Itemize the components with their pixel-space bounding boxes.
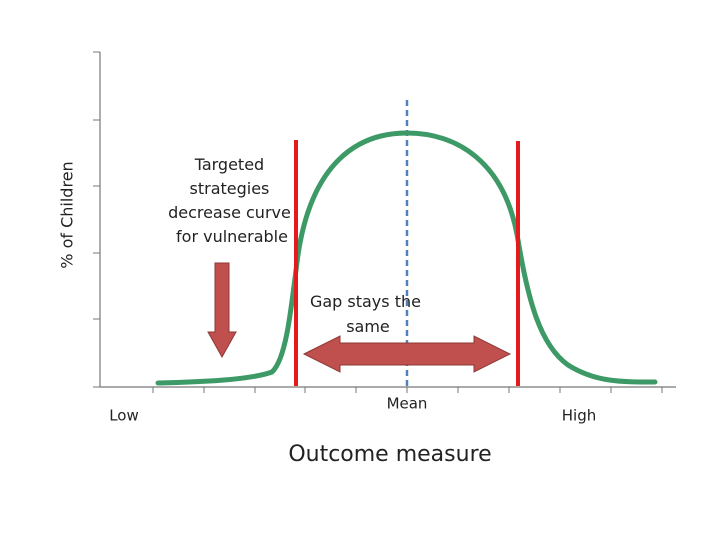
gap-arrow xyxy=(302,335,512,373)
annotation: Targeted strategies decrease curve for v… xyxy=(168,155,296,246)
y-axis-label: % of Children xyxy=(58,161,77,268)
down-arrow xyxy=(207,262,237,359)
annotation-line: for vulnerable xyxy=(176,227,288,246)
annotation-line: decrease curve xyxy=(168,203,291,222)
x-label: High xyxy=(562,407,596,425)
distribution-curve xyxy=(155,130,658,386)
x-label: Mean xyxy=(387,395,428,413)
x-axis-label: Outcome measure xyxy=(288,442,491,467)
annotation-line: Gap stays the xyxy=(310,292,421,311)
annotation: Gap stays the same xyxy=(310,292,426,336)
annotation-line: same xyxy=(346,317,390,336)
x-label: Low xyxy=(109,407,139,425)
annotation-line: Targeted xyxy=(194,155,265,174)
axes xyxy=(93,51,676,393)
annotation-line: strategies xyxy=(190,179,270,198)
